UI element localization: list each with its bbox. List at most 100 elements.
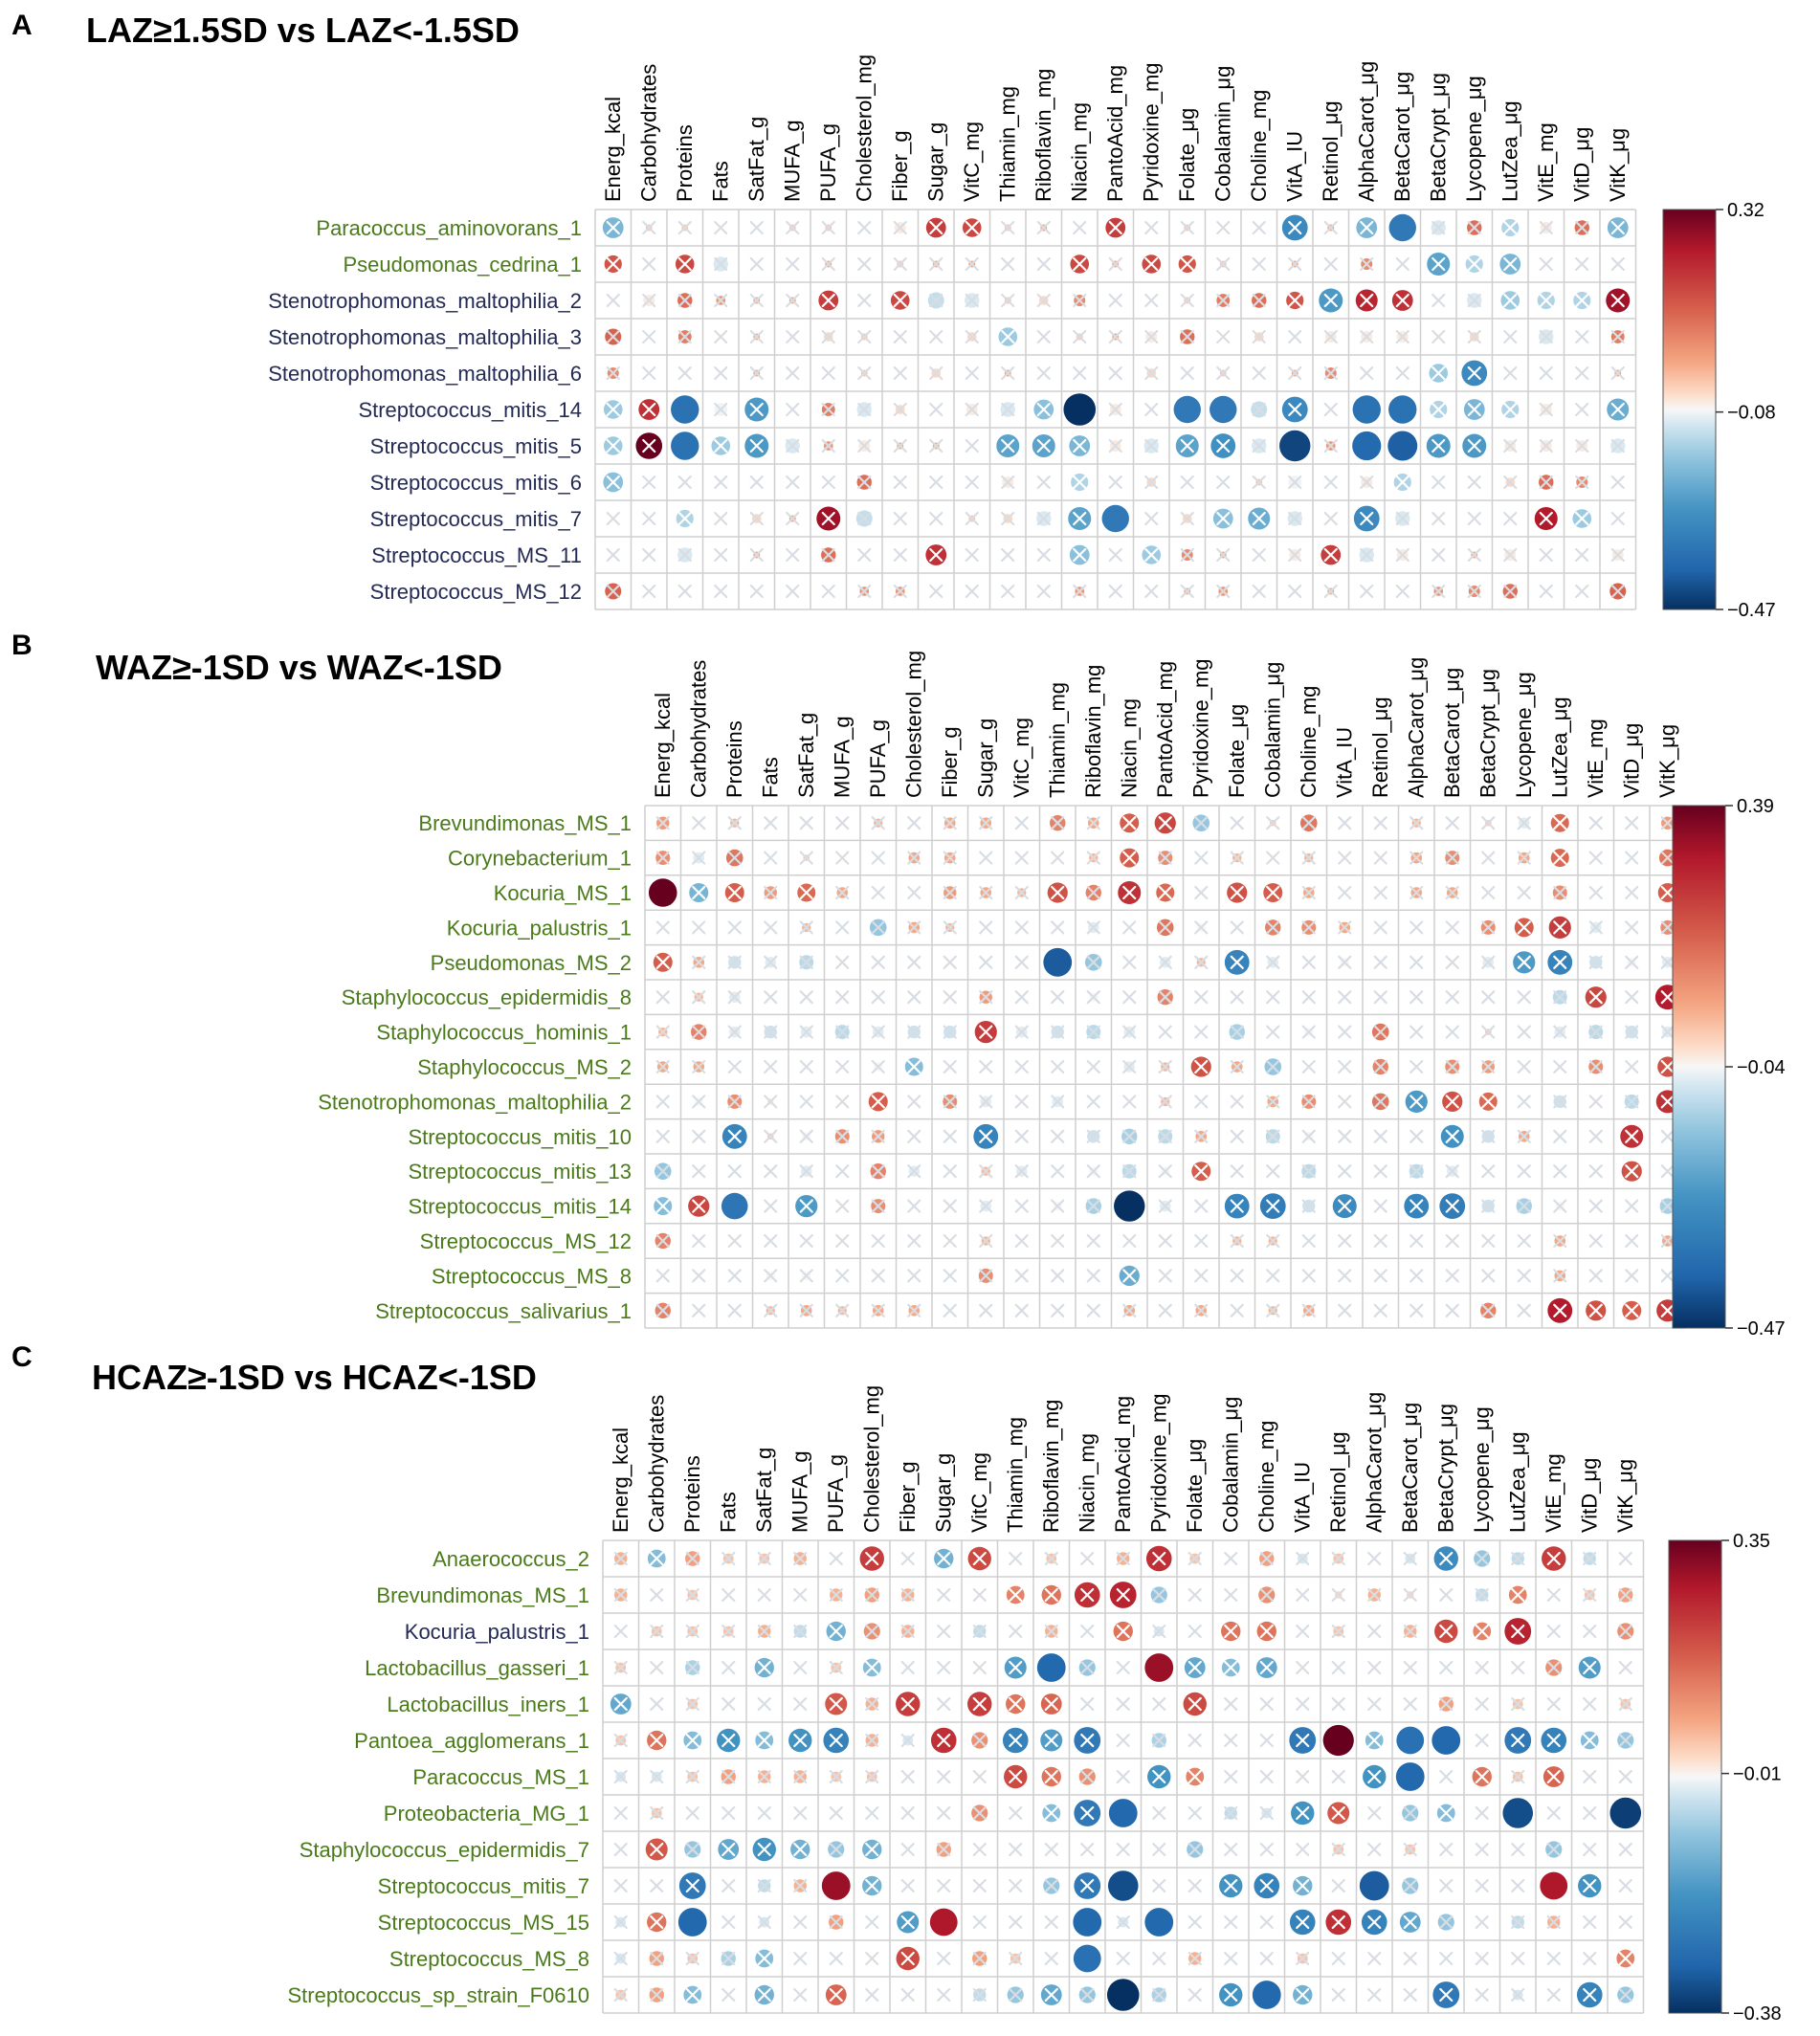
nonsignificant-cross	[650, 1696, 664, 1712]
nonsignificant-cross	[1517, 920, 1531, 935]
nonsignificant-cross	[1301, 1025, 1316, 1039]
nonsignificant-cross	[1475, 1733, 1489, 1748]
nonsignificant-cross	[1266, 955, 1280, 969]
nonsignificant-cross	[1625, 885, 1639, 900]
column-label: VitA_IU	[1332, 727, 1356, 798]
nonsignificant-cross	[677, 293, 692, 308]
nonsignificant-cross	[1338, 1095, 1352, 1109]
nonsignificant-cross	[1660, 1095, 1675, 1109]
nonsignificant-cross	[893, 547, 907, 563]
nonsignificant-cross	[1152, 1842, 1166, 1857]
nonsignificant-cross	[1618, 1769, 1632, 1784]
nonsignificant-cross	[1216, 220, 1231, 235]
column-label: PantoAcid_mg	[1111, 1396, 1135, 1533]
nonsignificant-cross	[727, 1095, 742, 1109]
nonsignificant-cross	[1625, 1303, 1639, 1317]
nonsignificant-cross	[972, 1696, 987, 1712]
nonsignificant-cross	[1001, 293, 1015, 308]
nonsignificant-cross	[1583, 1551, 1597, 1566]
nonsignificant-cross	[1051, 1303, 1065, 1317]
column-label: VitK_μg	[1606, 128, 1630, 202]
nonsignificant-cross	[1036, 256, 1051, 272]
nonsignificant-cross	[1301, 1269, 1316, 1283]
nonsignificant-cross	[1331, 1551, 1345, 1566]
nonsignificant-cross	[1660, 1025, 1675, 1039]
nonsignificant-cross	[965, 438, 979, 454]
nonsignificant-cross	[937, 1696, 951, 1712]
nonsignificant-cross	[1338, 920, 1352, 935]
nonsignificant-cross	[650, 1914, 664, 1930]
nonsignificant-cross	[1144, 511, 1159, 526]
row-label: Streptococcus_mitis_13	[408, 1160, 632, 1184]
nonsignificant-cross	[1511, 1951, 1525, 1966]
nonsignificant-cross	[1373, 955, 1387, 969]
nonsignificant-cross	[1475, 1987, 1489, 2003]
nonsignificant-cross	[1409, 990, 1424, 1005]
column-label: Riboflavin_mg	[1032, 69, 1055, 202]
nonsignificant-cross	[1409, 1129, 1424, 1143]
nonsignificant-cross	[1224, 1624, 1238, 1639]
column-label: Folate_μg	[1183, 1439, 1207, 1533]
nonsignificant-cross	[1373, 816, 1387, 830]
nonsignificant-cross	[1367, 1805, 1382, 1821]
nonsignificant-cross	[1660, 816, 1675, 830]
nonsignificant-cross	[1301, 851, 1316, 865]
nonsignificant-cross	[1409, 816, 1424, 830]
nonsignificant-cross	[1301, 955, 1316, 969]
nonsignificant-cross	[1158, 1129, 1172, 1143]
nonsignificant-cross	[1660, 955, 1675, 969]
nonsignificant-cross	[1009, 1769, 1023, 1784]
column-label: AlphaCarot_μg	[1354, 61, 1378, 202]
nonsignificant-cross	[943, 1025, 957, 1039]
nonsignificant-cross	[1122, 1095, 1137, 1109]
nonsignificant-cross	[979, 1129, 993, 1143]
nonsignificant-cross	[749, 365, 764, 381]
nonsignificant-cross	[1511, 1878, 1525, 1893]
nonsignificant-cross	[1439, 1587, 1454, 1603]
nonsignificant-cross	[685, 1624, 699, 1639]
column-label: SatFat_g	[752, 1448, 776, 1533]
nonsignificant-cross	[907, 955, 921, 969]
nonsignificant-cross	[1259, 1878, 1274, 1893]
nonsignificant-cross	[1014, 920, 1029, 935]
nonsignificant-cross	[1367, 1914, 1382, 1930]
nonsignificant-cross	[642, 329, 656, 344]
nonsignificant-cross	[1180, 584, 1194, 599]
nonsignificant-cross	[1230, 920, 1244, 935]
correlation-circle	[671, 395, 699, 424]
column-label: Thiamin_mg	[1003, 1417, 1027, 1533]
row-label: Paracoccus_MS_1	[412, 1765, 589, 1789]
nonsignificant-cross	[1539, 293, 1553, 308]
nonsignificant-cross	[1403, 1624, 1417, 1639]
nonsignificant-cross	[1439, 1878, 1454, 1893]
nonsignificant-cross	[1080, 1551, 1095, 1566]
nonsignificant-cross	[972, 1551, 987, 1566]
nonsignificant-cross	[1625, 920, 1639, 935]
nonsignificant-cross	[1301, 1199, 1316, 1213]
panel-a: A LAZ≥1.5SD vs LAZ<-1.5SD Energ_kcal Carb…	[11, 10, 1776, 621]
correlation-circle	[1073, 1908, 1102, 1936]
nonsignificant-cross	[1503, 329, 1518, 344]
nonsignificant-cross	[1252, 547, 1266, 563]
nonsignificant-cross	[979, 816, 993, 830]
nonsignificant-cross	[1439, 1914, 1454, 1930]
nonsignificant-cross	[1583, 1951, 1597, 1966]
nonsignificant-cross	[1610, 293, 1625, 308]
nonsignificant-cross	[786, 475, 800, 490]
nonsignificant-cross	[1503, 511, 1518, 526]
nonsignificant-cross	[1296, 1551, 1310, 1566]
nonsignificant-cross	[1323, 329, 1338, 344]
nonsignificant-cross	[721, 1914, 736, 1930]
nonsignificant-cross	[786, 547, 800, 563]
nonsignificant-cross	[943, 1059, 957, 1074]
correlation-circle	[1279, 430, 1311, 462]
column-labels: Energ_kcal Carbohydrates Proteins Fats SatFa…	[601, 55, 1630, 202]
nonsignificant-cross	[1001, 365, 1015, 381]
nonsignificant-cross	[1588, 1025, 1603, 1039]
column-label: Retinol_μg	[1368, 697, 1392, 798]
nonsignificant-cross	[1009, 1551, 1023, 1566]
nonsignificant-cross	[1080, 1842, 1095, 1857]
column-label: BetaCrypt_μg	[1426, 73, 1450, 202]
nonsignificant-cross	[1158, 955, 1172, 969]
nonsignificant-cross	[829, 1987, 843, 2003]
